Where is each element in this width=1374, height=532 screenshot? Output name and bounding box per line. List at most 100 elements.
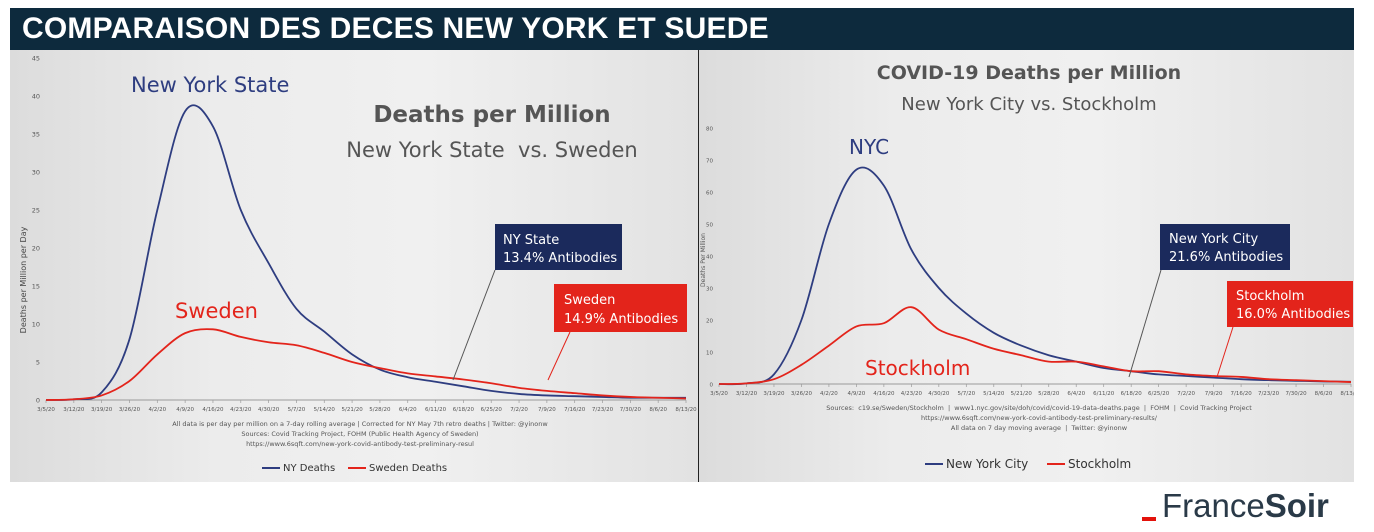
x-tick-label: 6/18/20 (1121, 391, 1143, 397)
ny-antibody-callout: NY State 13.4% Antibodies (452, 224, 622, 381)
x-tick-label: 3/19/20 (763, 391, 785, 397)
y-tick-label: 10 (32, 321, 40, 329)
legend-nyc: New York City (946, 457, 1028, 471)
x-tick-label: 3/12/20 (63, 407, 85, 413)
x-tick-label: 5/7/20 (957, 391, 975, 397)
callout-nyc-line2: 21.6% Antibodies (1169, 250, 1283, 265)
x-tick-label: 7/30/20 (1285, 391, 1307, 397)
y-axis-label: Deaths per Million per Day (19, 226, 28, 333)
nyc-vs-stockholm-chart: 0 10 20 30 40 50 60 70 80 3/5/20 3/12/20 3/19/20 3/2… (700, 62, 1362, 471)
callout-ny-line1: NY State (503, 233, 559, 248)
logo-text-france: France (1162, 487, 1265, 524)
x-tick-label: 3/26/20 (791, 391, 813, 397)
x-tick-label: 4/30/20 (258, 407, 280, 413)
x-tick-label: 5/21/20 (341, 407, 363, 413)
x-tick-label: 4/30/20 (928, 391, 950, 397)
callout-sth-line2: 16.0% Antibodies (1236, 307, 1350, 322)
chart-note-1: All data is per day per million on a 7-d… (172, 420, 548, 428)
y-tick-label: 25 (32, 207, 40, 215)
x-tick-label: 3/5/20 (710, 391, 728, 397)
page-banner: COMPARAISON DES DECES NEW YORK ET SUEDE (10, 8, 1354, 50)
x-tick-label: 7/9/20 (538, 407, 556, 413)
chart-note-3: All data on 7 day moving average | Twitt… (951, 424, 1128, 432)
x-tick-label: 5/7/20 (288, 407, 306, 413)
x-tick-label: 3/26/20 (119, 407, 141, 413)
x-tick-label: 6/4/20 (399, 407, 417, 413)
y-tick-label: 35 (32, 131, 40, 139)
y-tick-label: 20 (706, 319, 713, 325)
x-tick-label: 8/6/20 (649, 407, 667, 413)
series-line-new-york-city (718, 166, 1352, 386)
legend-sweden: Sweden Deaths (369, 463, 447, 474)
y-tick-label: 30 (32, 169, 40, 177)
x-tick-label: 6/11/20 (1093, 391, 1115, 397)
x-tick-label: 7/16/20 (564, 407, 586, 413)
y-tick-label: 50 (706, 223, 713, 229)
ny-state-series-label: New York State (131, 73, 289, 97)
x-tick-label: 4/9/20 (176, 407, 194, 413)
x-tick-label: 5/28/20 (369, 407, 391, 413)
series-line-stockholm (718, 306, 1352, 385)
nyc-series-label: NYC (849, 135, 889, 159)
stockholm-antibody-callout: Stockholm 16.0% Antibodies (1216, 281, 1353, 378)
x-tick-label: 7/23/20 (1258, 391, 1280, 397)
x-tick-label: 8/13/20 (675, 407, 697, 413)
y-tick-label: 5 (36, 359, 40, 367)
y-axis-label: Deaths Per Million (700, 233, 707, 287)
y-tick-label: 40 (32, 93, 40, 101)
chart-title: Deaths per Million (373, 102, 610, 128)
x-tick-label: 4/2/20 (148, 407, 166, 413)
chart-note-2: https://www.6sqft.com/new-york-covid-ant… (921, 414, 1158, 422)
callout-se-line2: 14.9% Antibodies (564, 312, 678, 327)
chart-note-3: https://www.6sqft.com/new-york-covid-ant… (246, 440, 474, 448)
nyc-antibody-callout: New York City 21.6% Antibodies (1128, 224, 1290, 378)
x-tick-label: 3/5/20 (37, 407, 55, 413)
x-tick-label: 3/19/20 (91, 407, 113, 413)
x-tick-label: 5/28/20 (1038, 391, 1060, 397)
sweden-series-label: Sweden (175, 299, 258, 323)
x-tick-label: 7/30/20 (620, 407, 642, 413)
x-tick-label: 6/11/20 (425, 407, 447, 413)
francesoir-logo: FranceSoir (1142, 486, 1329, 526)
x-tick-label: 5/14/20 (314, 407, 336, 413)
x-tick-label: 6/4/20 (1067, 391, 1085, 397)
y-tick-label: 0 (36, 397, 40, 405)
x-tick-label: 4/9/20 (848, 391, 866, 397)
x-tick-label: 5/14/20 (983, 391, 1005, 397)
stockholm-series-label: Stockholm (865, 356, 970, 380)
logo-bar-icon (1142, 517, 1156, 521)
chart-title: COVID-19 Deaths per Million (877, 62, 1181, 84)
x-tick-label: 3/12/20 (736, 391, 758, 397)
legend-stockholm: Stockholm (1068, 457, 1131, 471)
y-tick-label: 60 (706, 191, 713, 197)
legend-ny: NY Deaths (283, 463, 335, 474)
x-tick-label: 8/6/20 (1315, 391, 1333, 397)
chart-note-2: Sources: Covid Tracking Project, FOHM (P… (241, 430, 478, 438)
y-tick-label: 0 (710, 383, 714, 389)
x-tick-label: 7/2/20 (1177, 391, 1195, 397)
y-tick-label: 70 (706, 159, 713, 165)
series-line-ny-deaths (45, 104, 686, 401)
y-tick-label: 30 (706, 287, 713, 293)
x-tick-label: 7/23/20 (592, 407, 614, 413)
callout-nyc-line1: New York City (1169, 232, 1258, 247)
x-tick-label: 4/2/20 (820, 391, 838, 397)
x-tick-label: 6/18/20 (453, 407, 475, 413)
chart-subtitle: New York State vs. Sweden (346, 138, 637, 162)
y-tick-label: 80 (706, 127, 713, 133)
callout-sth-line1: Stockholm (1236, 289, 1304, 304)
x-tick-label: 4/16/20 (202, 407, 224, 413)
callout-se-line1: Sweden (564, 293, 615, 308)
x-tick-label: 6/25/20 (1148, 391, 1170, 397)
x-tick-label: 8/13/20 (1340, 391, 1354, 397)
ny-state-vs-sweden-chart-panel: 0 5 10 15 20 25 30 35 40 45 3/5/20 3/12/20 3/19/20 3/… (10, 50, 698, 482)
logo-text-soir: Soir (1264, 487, 1329, 524)
x-tick-label: 7/16/20 (1230, 391, 1252, 397)
x-tick-label: 4/23/20 (230, 407, 252, 413)
y-tick-label: 40 (706, 255, 713, 261)
y-tick-label: 10 (706, 351, 713, 357)
x-tick-label: 4/23/20 (901, 391, 923, 397)
legend: NY Deaths Sweden Deaths (262, 463, 447, 474)
x-tick-label: 7/2/20 (510, 407, 528, 413)
x-tick-label: 5/21/20 (1011, 391, 1033, 397)
